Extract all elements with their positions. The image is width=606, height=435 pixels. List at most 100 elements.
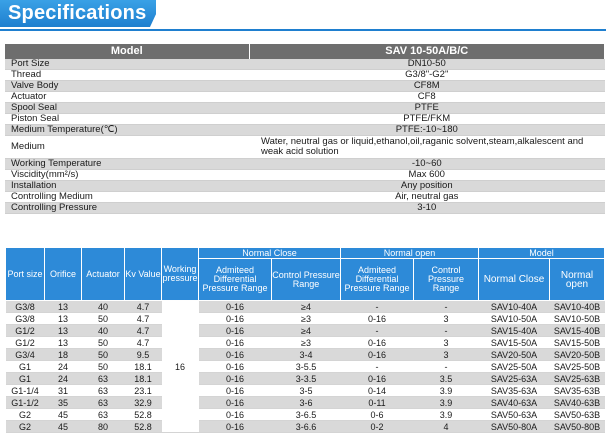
cell-model-no: SAV10-50B: [549, 312, 605, 325]
spec-row: Thread G3/8"-G2": [5, 69, 605, 81]
cell-kv: 52.8: [124, 420, 162, 433]
cell-port-size: G1: [5, 372, 45, 385]
cell-model-nc: SAV25-63A: [478, 372, 550, 385]
spec-label: Controlling Pressure: [5, 202, 249, 214]
cell-no-control: 3.5: [413, 372, 479, 385]
cell-nc-control: ≥3: [271, 312, 341, 325]
cell-no-control: 3.9: [413, 396, 479, 409]
cell-model-no: SAV25-63B: [549, 372, 605, 385]
col-model-normal-open: Normal open: [549, 258, 605, 301]
cell-actuator: 50: [81, 336, 125, 349]
cell-kv: 52.8: [124, 408, 162, 421]
cell-nc-control: 3-5: [271, 384, 341, 397]
cell-orifice: 13: [44, 312, 82, 325]
cell-kv: 9.5: [124, 348, 162, 361]
cell-no-control: -: [413, 324, 479, 337]
cell-kv: 4.7: [124, 312, 162, 325]
spec-value: PTFE:-10~180: [249, 124, 605, 136]
group-model: Model: [478, 247, 605, 259]
spec-header-value: SAV 10-50A/B/C: [249, 44, 605, 59]
cell-model-no: SAV40-63B: [549, 396, 605, 409]
spec-label: Spool Seal: [5, 102, 249, 114]
spec-label: Installation: [5, 180, 249, 192]
spec-row: Port Size DN10-50: [5, 59, 605, 70]
cell-no-admitted: -: [340, 300, 414, 313]
section-banner: Specifications: [0, 0, 156, 27]
cell-port-size: G2: [5, 420, 45, 433]
cell-kv: 18.1: [124, 372, 162, 385]
cell-actuator: 80: [81, 420, 125, 433]
model-row: G1 24 50 18.1 0-16 3-5.5- - SAV25-50A SAV25-50B: [5, 360, 605, 373]
cell-orifice: 24: [44, 360, 82, 373]
cell-port-size: G1-1/2: [5, 396, 45, 409]
cell-nc-admitted: 0-16: [198, 300, 272, 313]
col-nc-admitted: Admiteed Differential Pressure Range: [198, 258, 272, 301]
cell-nc-admitted: 0-16: [198, 372, 272, 385]
model-row: G1-1/2 35 63 32.9 0-16 3-6 0-11 3.9 SAV40-63A SAV…: [5, 396, 605, 409]
group-normal-open: Normal open: [340, 247, 479, 259]
cell-model-nc: SAV40-63A: [478, 396, 550, 409]
cell-model-no: SAV50-80B: [549, 420, 605, 433]
cell-kv: 23.1: [124, 384, 162, 397]
spec-value: G3/8"-G2": [249, 69, 605, 81]
col-no-admitted: Admiteed Differential Pressure Range: [340, 258, 414, 301]
cell-no-control: 3: [413, 312, 479, 325]
cell-kv: 4.7: [124, 336, 162, 349]
cell-working-pressure: 16: [161, 300, 199, 433]
spec-value: Max 600: [249, 169, 605, 181]
spec-label: Valve Body: [5, 80, 249, 92]
model-row: G2 45 63 52.8 0-16 3-6.5 0-6 3.9 SAV50-63A SAV50-…: [5, 408, 605, 421]
spec-row: Medium Water, neutral gas or liquid,ethan…: [5, 135, 605, 159]
col-orifice: Orifice: [44, 247, 82, 301]
cell-nc-control: 3-3.5: [271, 372, 341, 385]
cell-kv: 32.9: [124, 396, 162, 409]
col-no-control: Control Pressure Range: [413, 258, 479, 301]
cell-nc-control: 3-4: [271, 348, 341, 361]
cell-model-no: SAV20-50B: [549, 348, 605, 361]
cell-orifice: 45: [44, 408, 82, 421]
cell-orifice: 13: [44, 336, 82, 349]
spec-value: Air, neutral gas: [249, 191, 605, 203]
cell-nc-control: ≥4: [271, 300, 341, 313]
cell-model-no: SAV15-40B: [549, 324, 605, 337]
cell-port-size: G2: [5, 408, 45, 421]
cell-port-size: G1: [5, 360, 45, 373]
cell-port-size: G3/4: [5, 348, 45, 361]
cell-actuator: 63: [81, 408, 125, 421]
spec-row: Controlling Medium Air, neutral gas: [5, 191, 605, 203]
cell-actuator: 63: [81, 384, 125, 397]
cell-orifice: 31: [44, 384, 82, 397]
cell-model-nc: SAV35-63A: [478, 384, 550, 397]
cell-no-admitted: 0-6: [340, 408, 414, 421]
spec-label: Port Size: [5, 59, 249, 70]
spec-value: DN10-50: [249, 59, 605, 70]
spec-table: Model SAV 10-50A/B/C Port Size DN10-50 Thr…: [5, 44, 605, 214]
cell-model-nc: SAV25-50A: [478, 360, 550, 373]
cell-kv: 18.1: [124, 360, 162, 373]
spec-value: CF8M: [249, 80, 605, 92]
spec-row: Spool Seal PTFE: [5, 102, 605, 114]
cell-model-nc: SAV10-40A: [478, 300, 550, 313]
spec-label: Medium: [5, 135, 249, 159]
spec-header-label: Model: [5, 44, 250, 59]
model-row: G3/8 13 50 4.7 0-16 ≥3 0-16 3 SAV10-50A SAV10-50B: [5, 312, 605, 325]
cell-orifice: 13: [44, 300, 82, 313]
cell-nc-admitted: 0-16: [198, 360, 272, 373]
spec-row: Valve Body CF8M: [5, 80, 605, 92]
cell-port-size: G1-1/4: [5, 384, 45, 397]
cell-no-admitted: 0-16: [340, 348, 414, 361]
spec-value: Water, neutral gas or liquid,ethanol,oil…: [249, 135, 605, 159]
cell-model-nc: SAV15-40A: [478, 324, 550, 337]
cell-actuator: 40: [81, 324, 125, 337]
cell-no-control: 3: [413, 348, 479, 361]
cell-no-control: 3: [413, 336, 479, 349]
cell-nc-admitted: 0-16: [198, 336, 272, 349]
model-row: G3/8 13 40 4.7 16 0-16 ≥4- - SAV10-40A SAV10-40B: [5, 300, 605, 433]
spec-label: Piston Seal: [5, 113, 249, 125]
spec-header-row: Model SAV 10-50A/B/C: [5, 44, 605, 59]
header-divider: [0, 29, 606, 31]
model-row: G1/2 13 50 4.7 0-16 ≥3 0-16 3 SAV15-50A SAV15-50B: [5, 336, 605, 349]
cell-no-admitted: 0-11: [340, 396, 414, 409]
cell-no-admitted: 0-16: [340, 312, 414, 325]
spec-label: Working Temperature: [5, 158, 249, 170]
